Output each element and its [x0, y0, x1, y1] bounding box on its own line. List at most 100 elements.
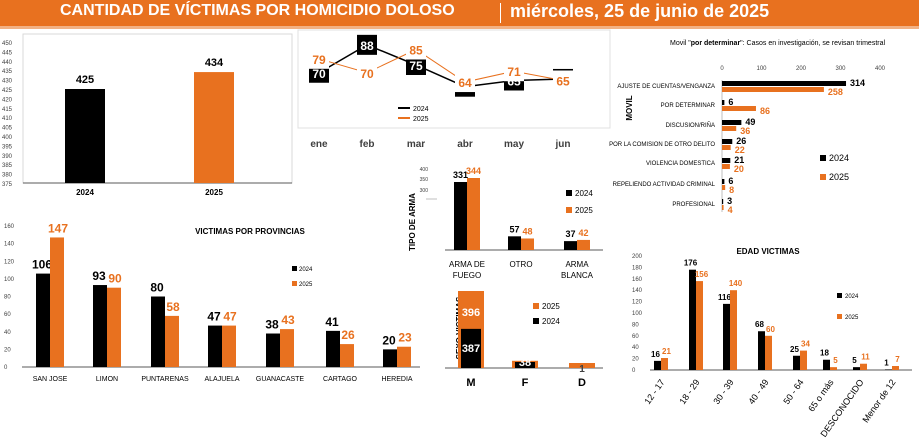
movil-category-label: POR DETERMINAR: [661, 103, 716, 109]
sexo-value-2024: 38: [519, 357, 531, 369]
movil-value-2024: 49: [745, 117, 755, 127]
annual-y-tick: 450: [2, 41, 13, 47]
edad-value-2025: 140: [729, 279, 743, 288]
movil-value-2024: 6: [728, 176, 733, 186]
edad-bar-2024: [723, 303, 730, 370]
edad-value-2025: 34: [801, 340, 810, 349]
provincias-value-2025: 47: [223, 310, 237, 324]
monthly-category-label: may: [504, 139, 524, 150]
header-bar: CANTIDAD DE VÍCTIMAS POR HOMICIDIO DOLOS…: [0, 0, 919, 26]
movil-bar-2024: [722, 120, 742, 125]
arma-legend-label: 2025: [575, 206, 593, 215]
provincias-y-tick: 80: [4, 295, 11, 301]
provincias-value-2024: 80: [150, 281, 164, 295]
edad-bar-2024: [758, 331, 765, 370]
monthly-value-label: 79: [312, 53, 326, 67]
edad-bar-2024: [793, 355, 800, 370]
monthly-category-label: ene: [310, 139, 328, 150]
provincias-bar-2025: [107, 287, 121, 367]
edad-category-label: 12 - 17: [642, 377, 666, 406]
arma-category-label: OTRO: [509, 260, 532, 269]
monthly-value-label: 85: [409, 44, 423, 58]
edad-bar-2024: [654, 360, 661, 370]
annual-y-tick: 410: [2, 116, 13, 122]
edad-bar-2024: [853, 367, 860, 370]
annual-y-tick: 440: [2, 60, 13, 66]
sexo-value-2025: 396: [462, 307, 480, 319]
edad-category-label: 30 - 39: [711, 377, 735, 406]
provincias-category-label: CARTAGO: [323, 376, 358, 383]
provincias-y-tick: 100: [4, 277, 15, 283]
annual-y-tick: 395: [2, 144, 13, 150]
arma-value-2024: 37: [565, 229, 575, 239]
movil-x-tick: 100: [756, 66, 767, 72]
edad-y-tick: 200: [632, 254, 643, 260]
provincias-value-2025: 90: [108, 272, 122, 286]
sexo-legend-swatch: [533, 303, 539, 309]
movil-title: Movil "por determinar": Casos en investi…: [670, 40, 885, 47]
annual-y-tick: 375: [2, 182, 13, 188]
arma-bar-2025: [577, 239, 590, 250]
provincias-legend-label: 2025: [299, 282, 313, 288]
monthly-marker-2025: [357, 62, 377, 83]
provincias-legend-swatch: [292, 266, 297, 271]
annual-category-label: 2024: [76, 188, 94, 197]
provincias-y-tick: 40: [4, 330, 11, 336]
movil-category-label: AJUSTE DE CUENTAS/VENGANZA: [617, 84, 715, 90]
arma-bar-2024: [454, 182, 467, 250]
provincias-y-tick: 120: [4, 259, 15, 265]
monthly-value-label: 88: [360, 39, 374, 53]
arma-value-2025: 48: [522, 226, 532, 236]
edad-bar-2025: [800, 350, 807, 370]
header-divider: [500, 3, 501, 23]
movil-category-label: REPELIENDO ACTIVIDAD CRIMINAL: [613, 182, 716, 188]
arma-y-tick: 400: [420, 167, 429, 173]
edad-value-2025: 156: [695, 270, 709, 279]
movil-bar-2024: [722, 199, 724, 204]
edad-legend-swatch: [837, 293, 842, 298]
arma-category-label: FUEGO: [453, 271, 481, 280]
provincias-value-2025: 23: [398, 331, 412, 345]
edad-value-2025: 5: [833, 356, 838, 365]
provincias-bar-2025: [50, 237, 64, 367]
movil-value-2024: 6: [728, 97, 733, 107]
movil-category-label: VIOLENCIA DOMESTICA: [646, 161, 715, 167]
monthly-category-label: feb: [360, 139, 375, 150]
edad-bar-2024: [689, 269, 696, 370]
movil-y-label: MOVIL: [625, 95, 634, 120]
annual-y-tick: 420: [2, 97, 13, 103]
movil-legend-label: 2024: [829, 153, 849, 163]
movil-value-2025: 258: [828, 87, 843, 97]
arma-bar-2025: [521, 238, 534, 250]
annual-y-tick: 390: [2, 154, 13, 160]
movil-value-2025: 36: [740, 126, 750, 136]
edad-bar-2025: [830, 367, 837, 370]
provincias-value-2024: 106: [32, 258, 52, 272]
provincias-value-2025: 58: [166, 300, 180, 314]
annual-bar-2024: [65, 89, 105, 183]
movil-bar-2024: [722, 100, 725, 105]
edad-y-tick: 180: [632, 265, 643, 271]
movil-legend-label: 2025: [829, 172, 849, 182]
arma-y-tick: 300: [420, 188, 429, 194]
monthly-marker-2025: [553, 70, 573, 91]
page-title: CANTIDAD DE VÍCTIMAS POR HOMICIDIO DOLOS…: [60, 2, 455, 19]
edad-bar-2025: [661, 358, 668, 370]
arma-legend-swatch: [566, 190, 572, 196]
arma-category-label: BLANCA: [561, 271, 594, 280]
monthly-line-2025: [318, 48, 564, 83]
sexo-bar-2025: [569, 363, 595, 368]
provincias-bar-2024: [36, 273, 50, 367]
edad-bar-2025: [860, 363, 867, 370]
provincias-value-2024: 41: [325, 315, 339, 329]
edad-bar-2025: [696, 281, 703, 370]
edad-legend-swatch: [837, 314, 842, 319]
sexo-category-label: D: [578, 377, 586, 389]
monthly-marker-2025: [504, 61, 524, 82]
provincias-bar-2025: [222, 325, 236, 367]
provincias-bar-2024: [326, 330, 340, 367]
movil-bar-2024: [722, 139, 733, 144]
monthly-marker-2024: [406, 55, 426, 75]
arma-value-2025: 42: [578, 228, 588, 238]
